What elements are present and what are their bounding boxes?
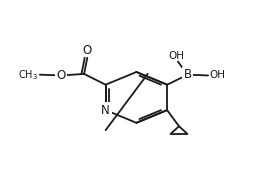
Text: B: B <box>183 68 192 81</box>
Text: O: O <box>83 44 92 56</box>
Text: OH: OH <box>169 51 185 61</box>
Text: N: N <box>101 104 110 117</box>
Text: CH$_3$: CH$_3$ <box>18 68 38 82</box>
Text: OH: OH <box>209 70 225 80</box>
Text: O: O <box>57 69 66 82</box>
